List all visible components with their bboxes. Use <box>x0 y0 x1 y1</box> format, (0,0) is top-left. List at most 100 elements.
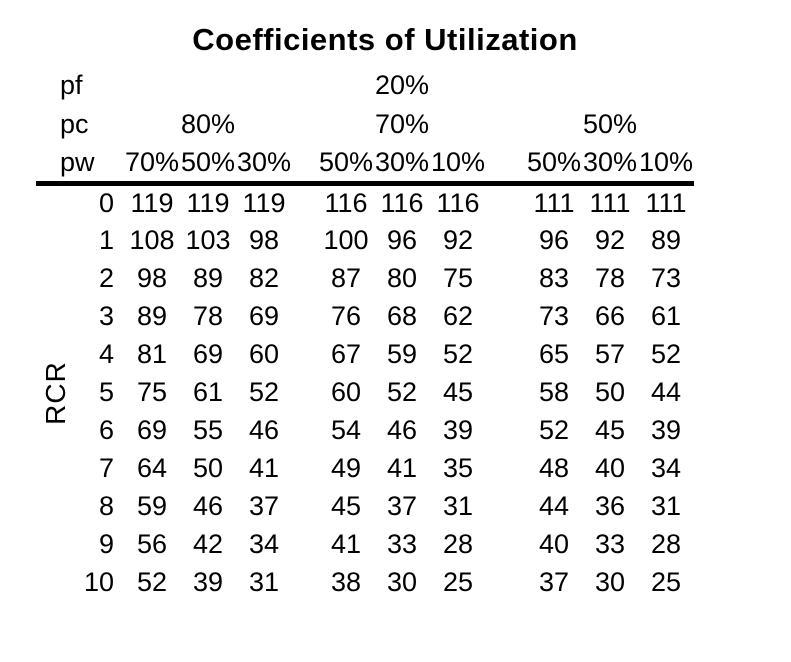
table-cell: 31 <box>650 490 682 521</box>
table-row: 7 64 50 41 49 41 35 48 40 34 <box>36 449 694 487</box>
pf-value: 20% <box>374 70 430 100</box>
table-cell: 87 <box>330 262 362 293</box>
rcr-axis-label: RCR <box>40 361 71 425</box>
table-cell: 92 <box>594 224 626 255</box>
rcr-row-header: 10 <box>83 566 114 597</box>
table-cell: 42 <box>192 528 224 559</box>
table-row: 0 119 119 119 116 116 116 111 111 111 <box>36 183 694 221</box>
header-spacer-cell <box>486 66 694 105</box>
table-cell: 41 <box>386 452 418 483</box>
table-cell: 34 <box>650 452 682 483</box>
pw-value: 70% <box>124 144 180 186</box>
table-cell: 89 <box>136 300 168 331</box>
table-cell: 56 <box>136 528 168 559</box>
table-cell: 65 <box>538 338 570 369</box>
table-cell: 69 <box>192 338 224 369</box>
table-cell: 57 <box>594 338 626 369</box>
table-cell: 67 <box>330 338 362 369</box>
table-row: 2 98 89 82 87 80 75 83 78 73 <box>36 259 694 297</box>
table-cell: 52 <box>538 414 570 445</box>
table-cell: 50 <box>192 452 224 483</box>
table-cell: 28 <box>650 528 682 559</box>
table-cell: 46 <box>248 414 280 445</box>
table-cell: 76 <box>330 300 362 331</box>
table-cell: 100 <box>323 224 369 255</box>
table-header: pf 20% pc 80% 70% 50% pw 70% 50% 30% 50%… <box>36 66 694 186</box>
pw-value: 50% <box>180 144 236 186</box>
coefficients-table: pf 20% pc 80% 70% 50% pw 70% 50% 30% 50%… <box>36 66 694 601</box>
table-cell: 40 <box>538 528 570 559</box>
table-cell: 119 <box>130 187 174 218</box>
table-cell: 69 <box>248 300 280 331</box>
table-cell: 61 <box>650 300 682 331</box>
table-cell: 80 <box>386 262 418 293</box>
pw-value: 30% <box>374 144 430 186</box>
table-cell: 98 <box>136 262 168 293</box>
table-cell: 52 <box>248 376 280 407</box>
table-cell: 75 <box>442 262 474 293</box>
pf-header-row: pf 20% <box>36 66 694 105</box>
table-cell: 66 <box>594 300 626 331</box>
table-cell: 54 <box>330 414 362 445</box>
table-cell: 49 <box>330 452 362 483</box>
table-cell: 75 <box>136 376 168 407</box>
table-cell: 39 <box>442 414 474 445</box>
pw-header-row: pw 70% 50% 30% 50% 30% 10% 50% 30% 10% <box>36 144 694 186</box>
table-cell: 40 <box>594 452 626 483</box>
rcr-row-header: 1 <box>98 224 114 255</box>
pw-value: 10% <box>430 144 486 186</box>
table-cell: 111 <box>645 187 687 218</box>
table-cell: 25 <box>650 566 682 597</box>
pc-header-row: pc 80% 70% 50% <box>36 105 694 144</box>
table-cell: 68 <box>386 300 418 331</box>
table-cell: 34 <box>248 528 280 559</box>
pw-value: 50% <box>486 144 582 186</box>
table-cell: 81 <box>136 338 168 369</box>
table-cell: 69 <box>136 414 168 445</box>
table-row: 6 69 55 46 54 46 39 52 45 39 <box>36 411 694 449</box>
page-title: Coefficients of Utilization <box>192 22 578 57</box>
table-cell: 36 <box>594 490 626 521</box>
table-cell: 30 <box>594 566 626 597</box>
table-cell: 39 <box>650 414 682 445</box>
pc-value: 50% <box>582 109 638 139</box>
table-cell: 61 <box>192 376 224 407</box>
table-cell: 28 <box>442 528 474 559</box>
table-cell: 78 <box>192 300 224 331</box>
table-cell: 116 <box>324 187 368 218</box>
table-cell: 31 <box>248 566 280 597</box>
table-cell: 33 <box>386 528 418 559</box>
table-cell: 116 <box>436 187 480 218</box>
table-cell: 35 <box>442 452 474 483</box>
rcr-row-header: 6 <box>98 414 114 445</box>
table-cell: 31 <box>442 490 474 521</box>
table-cell: 48 <box>538 452 570 483</box>
table-cell: 39 <box>192 566 224 597</box>
table-cell: 64 <box>136 452 168 483</box>
table-cell: 52 <box>136 566 168 597</box>
pw-value: 30% <box>236 144 292 186</box>
table-cell: 52 <box>386 376 418 407</box>
table-row: 1 108 103 98 100 96 92 96 92 89 <box>36 221 694 259</box>
table-cell: 59 <box>136 490 168 521</box>
table-cell: 89 <box>192 262 224 293</box>
pc-value: 70% <box>374 109 430 139</box>
table-cell: 111 <box>533 187 575 218</box>
table-row: 3 89 78 69 76 68 62 73 66 61 <box>36 297 694 335</box>
table-cell: 73 <box>538 300 570 331</box>
table-cell: 62 <box>442 300 474 331</box>
table-row: 8 59 46 37 45 37 31 44 36 31 <box>36 487 694 525</box>
table-cell: 108 <box>129 224 175 255</box>
pf-label: pf <box>60 70 83 100</box>
table-cell: 41 <box>248 452 280 483</box>
table-row: 5 75 61 52 60 52 45 58 50 44 <box>36 373 694 411</box>
rcr-row-header: 7 <box>98 452 114 483</box>
pw-value: 10% <box>638 144 694 186</box>
table-cell: 98 <box>248 224 280 255</box>
table-cell: 119 <box>186 187 230 218</box>
rcr-row-header: 5 <box>98 376 114 407</box>
rcr-row-header: 0 <box>98 187 114 218</box>
table-cell: 45 <box>594 414 626 445</box>
table-cell: 96 <box>386 224 418 255</box>
